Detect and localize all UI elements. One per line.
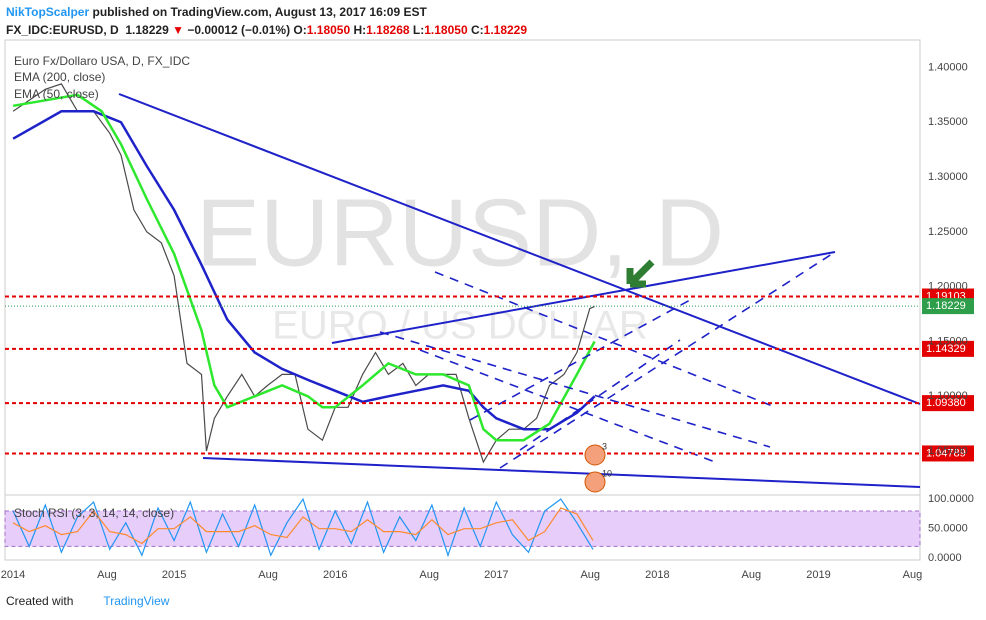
series (12, 83, 596, 558)
y-tick-label: 1.30000 (928, 171, 968, 183)
y-tick-label: 50.0000 (928, 523, 968, 535)
author: NikTopScalper (6, 5, 90, 19)
price-line (12, 93, 596, 442)
event-count: 10 (602, 468, 612, 478)
event-count: 3 (602, 441, 607, 451)
events: 3 10 (584, 441, 612, 493)
y-tick-label: 1.20000 (928, 281, 968, 293)
symbol: FX_IDC:EURUSD, D (6, 23, 119, 37)
dashed-line (519, 339, 681, 451)
stoch-title: Stoch RSI (3, 3, 14, 14, close) (14, 506, 174, 520)
y-tick-label: 1.40000 (928, 61, 968, 73)
price-line (12, 83, 595, 464)
x-tick-label: 2018 (645, 569, 669, 581)
event-icon (584, 444, 606, 466)
x-tick-label: 2015 (162, 569, 186, 581)
trend-line (118, 93, 921, 405)
stoch-line (12, 507, 594, 545)
x-tick-label: 2014 (1, 569, 25, 581)
ohlc-label: C: (470, 23, 484, 37)
created: Created with (6, 594, 74, 608)
level-label: 1.14329 (926, 343, 966, 355)
ohlc-label: L: (412, 23, 425, 37)
dashed-line (434, 271, 776, 408)
header-line: FX_IDC:EURUSD, D 1.18229 ▼ −0.00012 (−0.… (6, 21, 527, 39)
current-tag (922, 298, 974, 315)
y-tick-label: 0.0000 (928, 552, 962, 564)
dashed-line (419, 349, 716, 463)
dashed-line (379, 331, 771, 448)
watermark-sub: EURO / US DOLLAR (272, 304, 648, 348)
x-tick-label: Aug (419, 569, 439, 581)
x-tick-label: Aug (742, 569, 762, 581)
drawings (118, 93, 921, 488)
last: 1.18229 (125, 23, 169, 37)
axes: 1.40000 1.35000 1.30000 1.25000 1.20000 1.150… (1, 61, 974, 581)
legend-entry: EMA (50, close) (14, 87, 99, 101)
y-tick-label: 100.0000 (928, 493, 974, 505)
dashed-line (469, 299, 691, 421)
brand: TradingView (103, 594, 170, 608)
ohlc-value: 1.18050 (306, 23, 351, 37)
down-arrow: ▼ (172, 23, 184, 37)
x-tick-label: 2016 (323, 569, 347, 581)
trend-line (202, 457, 921, 488)
stoch-line (12, 497, 594, 558)
x-tick-label: Aug (258, 569, 278, 581)
x-tick-label: 2017 (484, 569, 508, 581)
x-tick-label: Aug (97, 569, 117, 581)
legend-title: Euro Fx/Dollaro USA, D, FX_IDC (14, 54, 190, 68)
event-icon (584, 471, 606, 493)
legend-entry: EMA (200, close) (14, 70, 105, 84)
ohlc-value: 1.18268 (366, 23, 410, 37)
price-line (12, 110, 596, 431)
x-tick-label: Aug (903, 569, 923, 581)
y-tick-label: 1.05000 (928, 445, 968, 457)
arrow (626, 259, 655, 288)
watermark: EURUSD, D (196, 179, 724, 286)
ohlc-value: 1.18229 (483, 23, 528, 37)
price-pane (4, 39, 921, 496)
trend-line (331, 251, 836, 344)
ohlc: O:1.18050 H:1.18268 L:1.18050 C:1.18229 (293, 23, 527, 37)
dashed-line (499, 251, 836, 469)
change: −0.00012 (−0.01%) (187, 23, 291, 37)
header-line: NikTopScalper published on TradingView.c… (6, 3, 527, 21)
level-label: 1.04789 (926, 447, 966, 459)
ohlc-label: O: (293, 23, 307, 37)
level-tag (922, 340, 974, 357)
footer: Created with TradingView (6, 594, 169, 608)
x-tick-label: Aug (580, 569, 600, 581)
current-label: 1.18229 (926, 300, 966, 312)
x-tick-label: 2019 (806, 569, 830, 581)
y-tick-label: 1.25000 (928, 226, 968, 238)
y-tick-label: 1.10000 (928, 390, 968, 402)
ohlc-value: 1.18050 (424, 23, 468, 37)
level-tag (922, 395, 974, 412)
header: NikTopScalper published on TradingView.c… (6, 3, 527, 39)
level-label: 1.09380 (926, 397, 966, 409)
ohlc-label: H: (353, 23, 367, 37)
published: published on TradingView.com, August 13,… (92, 5, 427, 19)
y-tick-label: 1.35000 (928, 116, 968, 128)
y-tick-label: 1.15000 (928, 335, 968, 347)
level-tag (922, 445, 974, 462)
